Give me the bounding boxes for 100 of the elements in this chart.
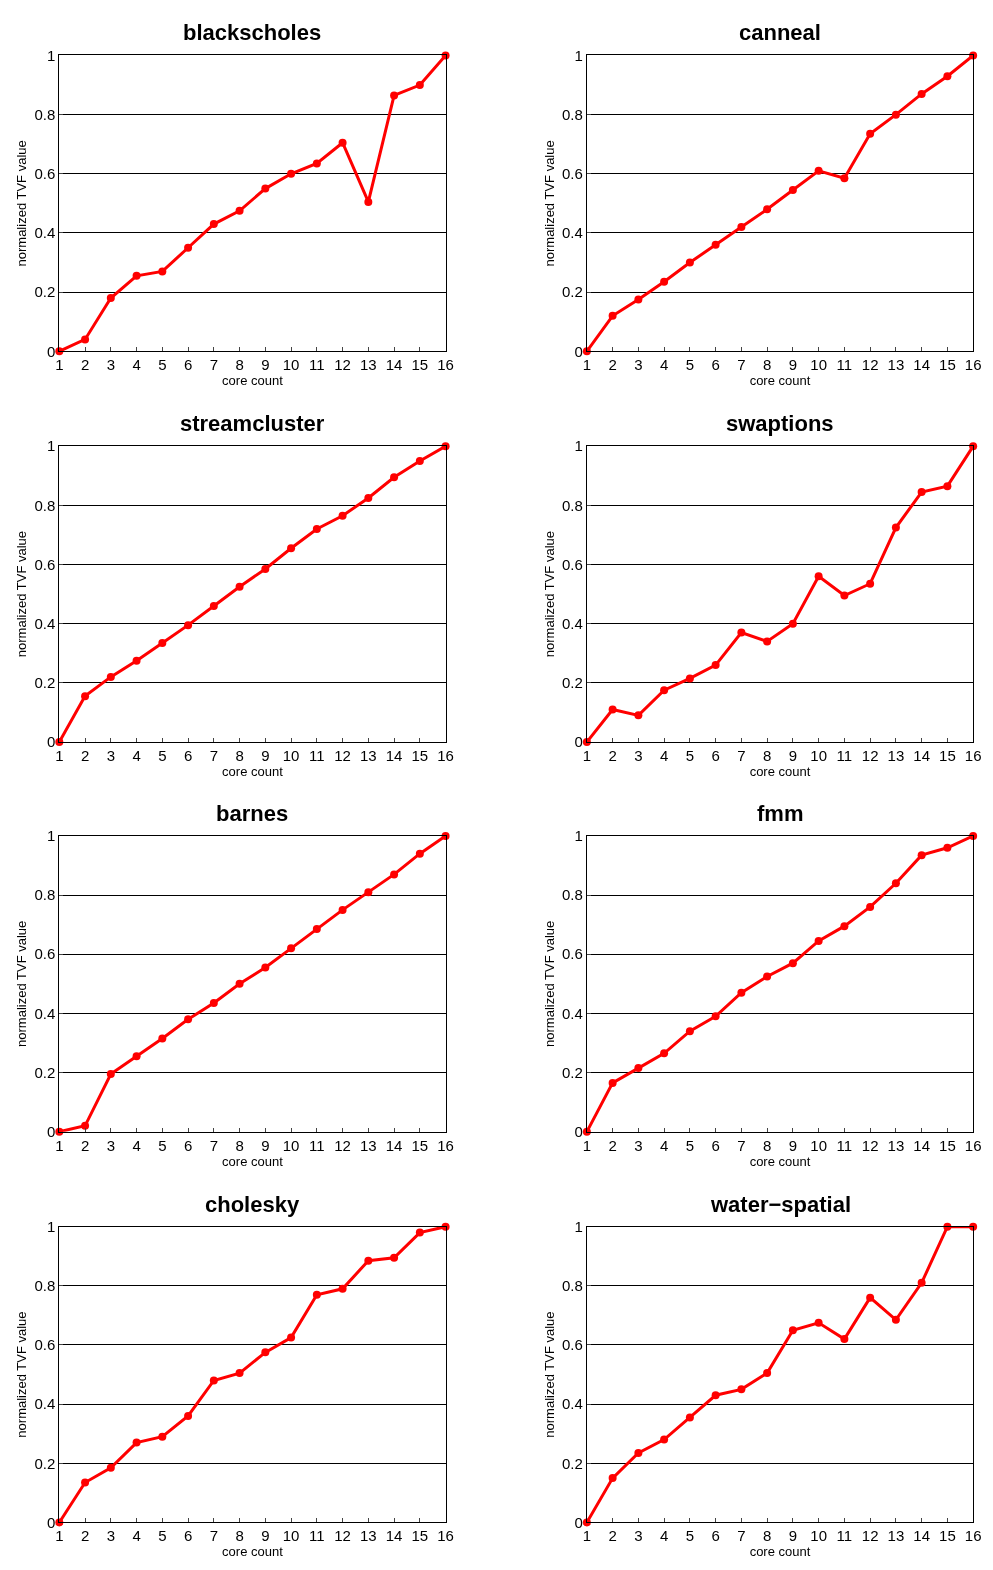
x-tick-label: 15: [939, 1527, 956, 1545]
point: [287, 1333, 296, 1342]
x-tick-label: 16: [964, 746, 982, 764]
x-tick-label: 10: [810, 1527, 827, 1545]
y-tick-label: 0.2: [562, 1063, 583, 1081]
x-tick-label: 5: [158, 356, 167, 374]
point: [788, 186, 797, 195]
x-tick-label: 4: [659, 356, 669, 374]
point: [711, 1012, 720, 1021]
point: [184, 243, 193, 252]
point: [685, 1027, 694, 1036]
x-tick-label: 13: [360, 356, 377, 374]
point: [891, 1315, 900, 1324]
x-tick-label: 15: [411, 746, 429, 764]
y-tick-label: 0.4: [34, 224, 56, 242]
x-tick-label: 5: [158, 746, 167, 764]
x-tick-label: 7: [737, 1136, 746, 1154]
point: [132, 1052, 141, 1061]
x-tick-label: 14: [385, 746, 403, 764]
point: [891, 110, 900, 119]
point: [660, 277, 669, 286]
y-tick-label: 0.6: [562, 555, 583, 573]
point: [737, 988, 746, 997]
x-tick-label: 15: [411, 1136, 429, 1154]
x-tick-label: 6: [711, 356, 720, 374]
point: [261, 184, 270, 193]
x-tick-label: 3: [106, 356, 115, 374]
x-tick-label: 7: [209, 746, 219, 764]
x-axis-title: core count: [749, 763, 811, 779]
x-tick-label: 12: [334, 746, 351, 764]
point: [608, 1078, 617, 1087]
point: [917, 851, 926, 860]
point: [81, 692, 90, 701]
chart-title: canneal: [739, 20, 821, 45]
x-tick-label: 14: [913, 356, 930, 374]
y-tick-label: 0.8: [34, 496, 56, 514]
point: [132, 656, 141, 665]
x-tick-label: 2: [80, 1527, 90, 1545]
x-tick-label: 4: [132, 356, 141, 374]
point: [235, 1369, 244, 1378]
point: [788, 959, 797, 968]
x-tick-label: 15: [939, 1136, 956, 1154]
x-tick-label: 10: [810, 746, 827, 764]
x-tick-label: 11: [309, 356, 325, 374]
y-tick-label: 0: [46, 733, 56, 751]
point: [917, 1278, 926, 1287]
y-tick-label: 0.6: [34, 165, 56, 183]
point: [788, 619, 797, 628]
y-axis-title: normalized TVF value: [14, 920, 30, 1047]
point: [943, 482, 952, 491]
x-tick-label: 5: [158, 1527, 167, 1545]
point: [81, 1478, 90, 1487]
point: [685, 258, 694, 267]
x-tick-label: 3: [634, 1136, 643, 1154]
point: [158, 638, 167, 647]
point: [814, 166, 823, 175]
point: [634, 1064, 643, 1073]
x-tick-label: 9: [261, 356, 270, 374]
point: [338, 511, 347, 520]
x-tick-label: 16: [964, 1527, 982, 1545]
point: [390, 1253, 399, 1262]
y-axis-title: normalized TVF value: [14, 530, 30, 658]
chart-title: swaptions: [726, 411, 834, 436]
point: [158, 1034, 167, 1043]
line-series: [55, 442, 450, 746]
x-tick-label: 9: [788, 1136, 798, 1154]
y-axis-title: normalized TVF value: [541, 140, 557, 267]
x-tick-label: 9: [788, 746, 798, 764]
x-tick-label: 6: [183, 356, 193, 374]
x-tick-label: 8: [762, 356, 772, 374]
point: [184, 1015, 193, 1024]
y-tick-label: 0.6: [34, 945, 56, 963]
y-tick-label: 1: [46, 1217, 56, 1235]
point: [840, 174, 849, 183]
point: [364, 493, 373, 502]
x-tick-label: 16: [437, 356, 454, 374]
x-axis-title: core count: [222, 1153, 284, 1169]
y-tick-label: 0.4: [34, 614, 56, 632]
x-tick-label: 10: [282, 746, 300, 764]
point: [390, 91, 399, 100]
point: [660, 1049, 669, 1058]
x-tick-label: 8: [235, 356, 244, 374]
point: [81, 335, 90, 344]
point: [106, 672, 115, 681]
x-tick-label: 16: [964, 1136, 982, 1154]
y-tick-label: 0.2: [34, 1454, 56, 1472]
x-tick-label: 12: [861, 746, 879, 764]
x-tick-label: 13: [360, 1527, 377, 1545]
y-tick-label: 1: [574, 46, 583, 64]
chart-title: cholesky: [205, 1192, 300, 1217]
x-tick-label: 7: [209, 356, 219, 374]
x-axis-title: core count: [222, 1544, 284, 1560]
point: [312, 525, 321, 534]
x-tick-label: 11: [836, 356, 853, 374]
x-tick-label: 14: [385, 356, 403, 374]
point: [737, 223, 746, 232]
x-tick-label: 6: [183, 746, 193, 764]
point: [287, 544, 296, 553]
y-tick-label: 0.8: [562, 496, 583, 514]
point: [261, 963, 270, 972]
